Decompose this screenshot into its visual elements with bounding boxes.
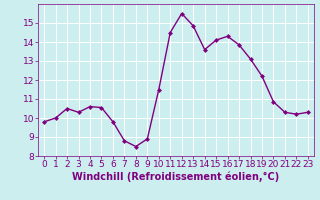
X-axis label: Windchill (Refroidissement éolien,°C): Windchill (Refroidissement éolien,°C) [72,172,280,182]
